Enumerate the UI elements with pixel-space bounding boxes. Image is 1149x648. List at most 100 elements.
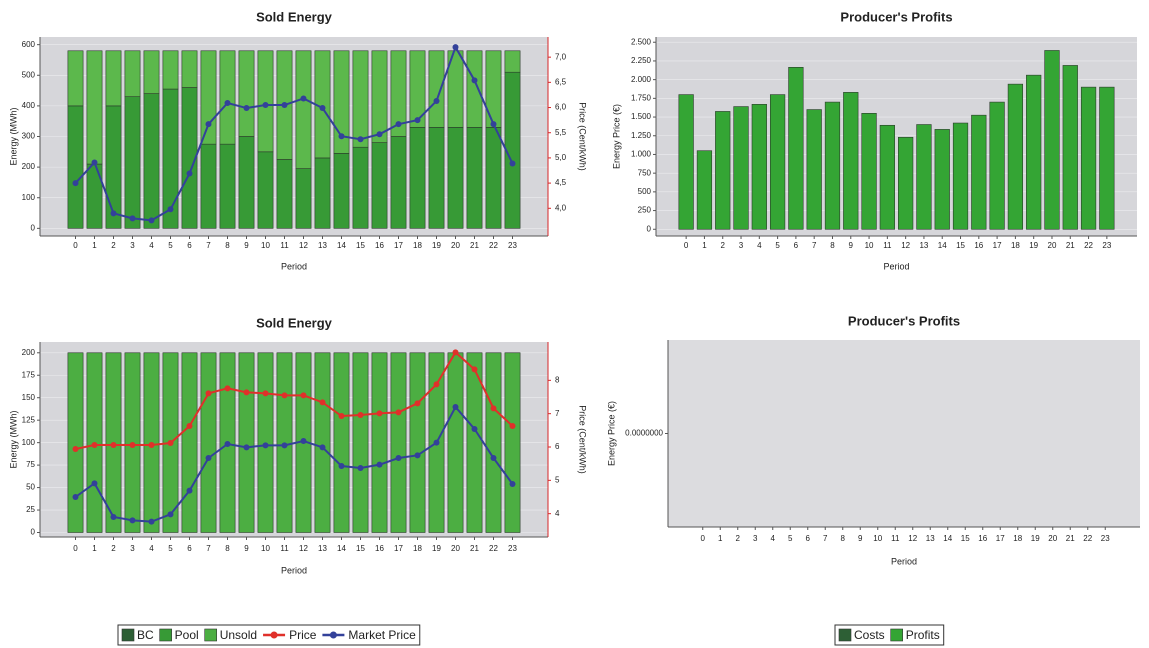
point bbox=[509, 481, 516, 487]
y-tick-label: 125 bbox=[22, 415, 36, 424]
x-tick-label: 10 bbox=[261, 241, 270, 250]
point bbox=[148, 442, 155, 448]
x-axis-label: Period bbox=[891, 556, 917, 566]
point bbox=[281, 442, 288, 449]
x-tick-label: 14 bbox=[943, 534, 952, 543]
chart-title: Producer's Profits bbox=[848, 313, 960, 328]
bar bbox=[295, 168, 312, 229]
point bbox=[433, 97, 440, 104]
x-tick-label: 11 bbox=[280, 544, 289, 553]
y2-axis-label: Price (Cent/kWh) bbox=[578, 405, 588, 474]
bar bbox=[371, 142, 388, 229]
bar bbox=[143, 50, 160, 94]
x-tick-label: 13 bbox=[318, 544, 327, 553]
bar bbox=[898, 136, 914, 230]
bar bbox=[428, 50, 445, 128]
point bbox=[129, 442, 136, 448]
bar bbox=[466, 50, 483, 128]
y2-tick-label: 4 bbox=[555, 509, 560, 518]
point bbox=[395, 121, 402, 128]
y2-tick-label: 7 bbox=[555, 409, 560, 418]
x-tick-label: 8 bbox=[225, 241, 230, 250]
point bbox=[110, 210, 117, 217]
x-tick-label: 5 bbox=[775, 241, 780, 250]
bar bbox=[162, 50, 179, 90]
point bbox=[167, 511, 174, 518]
plot-area bbox=[668, 340, 1140, 527]
y-tick-label: 50 bbox=[26, 483, 35, 492]
bar bbox=[238, 352, 255, 533]
x-tick-label: 10 bbox=[865, 241, 874, 250]
point bbox=[205, 390, 212, 397]
point bbox=[338, 463, 345, 469]
point bbox=[224, 385, 231, 392]
point bbox=[243, 389, 250, 396]
point bbox=[357, 136, 364, 143]
point bbox=[167, 440, 174, 446]
x-tick-label: 2 bbox=[111, 544, 116, 553]
x-tick-label: 12 bbox=[908, 534, 917, 543]
point bbox=[72, 180, 79, 187]
point bbox=[471, 426, 478, 432]
point bbox=[300, 95, 307, 102]
point bbox=[281, 392, 288, 399]
bar bbox=[971, 114, 987, 230]
point bbox=[72, 446, 79, 452]
y-tick-label: 0 bbox=[31, 223, 36, 232]
bar bbox=[879, 124, 895, 230]
y-tick-label: 750 bbox=[638, 168, 652, 177]
chart-title: Producer's Profits bbox=[840, 9, 952, 24]
bar bbox=[200, 352, 217, 533]
y-tick-label: 0 bbox=[647, 224, 652, 233]
point bbox=[205, 121, 212, 128]
legend-label: Unsold bbox=[220, 628, 257, 642]
x-tick-label: 13 bbox=[926, 534, 935, 543]
point bbox=[414, 117, 421, 124]
legend-label: Price bbox=[289, 628, 317, 642]
bar bbox=[200, 143, 217, 229]
x-tick-label: 12 bbox=[299, 241, 308, 250]
point bbox=[186, 487, 193, 494]
point bbox=[395, 455, 402, 461]
x-axis-label: Period bbox=[281, 565, 307, 575]
point bbox=[110, 442, 117, 448]
x-tick-label: 23 bbox=[508, 544, 517, 553]
x-tick-label: 22 bbox=[489, 544, 498, 553]
legend: BC Pool Unsold Price Market Price bbox=[117, 624, 421, 646]
x-tick-label: 0 bbox=[684, 241, 689, 250]
point bbox=[452, 44, 459, 51]
x-tick-label: 6 bbox=[187, 241, 192, 250]
y-tick-label: 1.500 bbox=[631, 112, 652, 121]
bar bbox=[276, 159, 293, 229]
x-tick-label: 7 bbox=[206, 544, 211, 553]
point bbox=[376, 410, 383, 417]
bar bbox=[1080, 86, 1097, 230]
y-axis-label: Energy (MWh) bbox=[8, 410, 18, 468]
x-tick-label: 19 bbox=[432, 241, 441, 250]
legend-swatch bbox=[159, 628, 172, 642]
bar bbox=[504, 50, 521, 73]
x-tick-label: 14 bbox=[337, 544, 346, 553]
x-tick-label: 18 bbox=[413, 544, 422, 553]
legend-swatch bbox=[204, 628, 218, 642]
point bbox=[376, 131, 383, 138]
bar bbox=[257, 151, 274, 229]
point bbox=[262, 390, 269, 397]
point bbox=[338, 133, 345, 140]
x-tick-label: 0 bbox=[73, 544, 78, 553]
y2-tick-label: 6,5 bbox=[555, 77, 567, 86]
y-axis-label: Energy Price (€) bbox=[606, 401, 616, 466]
x-tick-label: 1 bbox=[92, 544, 97, 553]
bar bbox=[105, 50, 122, 107]
bar bbox=[466, 352, 483, 533]
x-tick-label: 23 bbox=[1101, 534, 1110, 543]
x-tick-label: 5 bbox=[788, 534, 793, 543]
y2-tick-label: 4,0 bbox=[555, 203, 567, 212]
y-tick-label: 100 bbox=[22, 438, 36, 447]
bar bbox=[769, 94, 786, 230]
y-tick-label: 300 bbox=[22, 132, 36, 141]
point bbox=[319, 444, 326, 451]
bar bbox=[238, 136, 255, 229]
line bbox=[75, 350, 514, 450]
x-tick-label: 21 bbox=[1066, 534, 1075, 543]
